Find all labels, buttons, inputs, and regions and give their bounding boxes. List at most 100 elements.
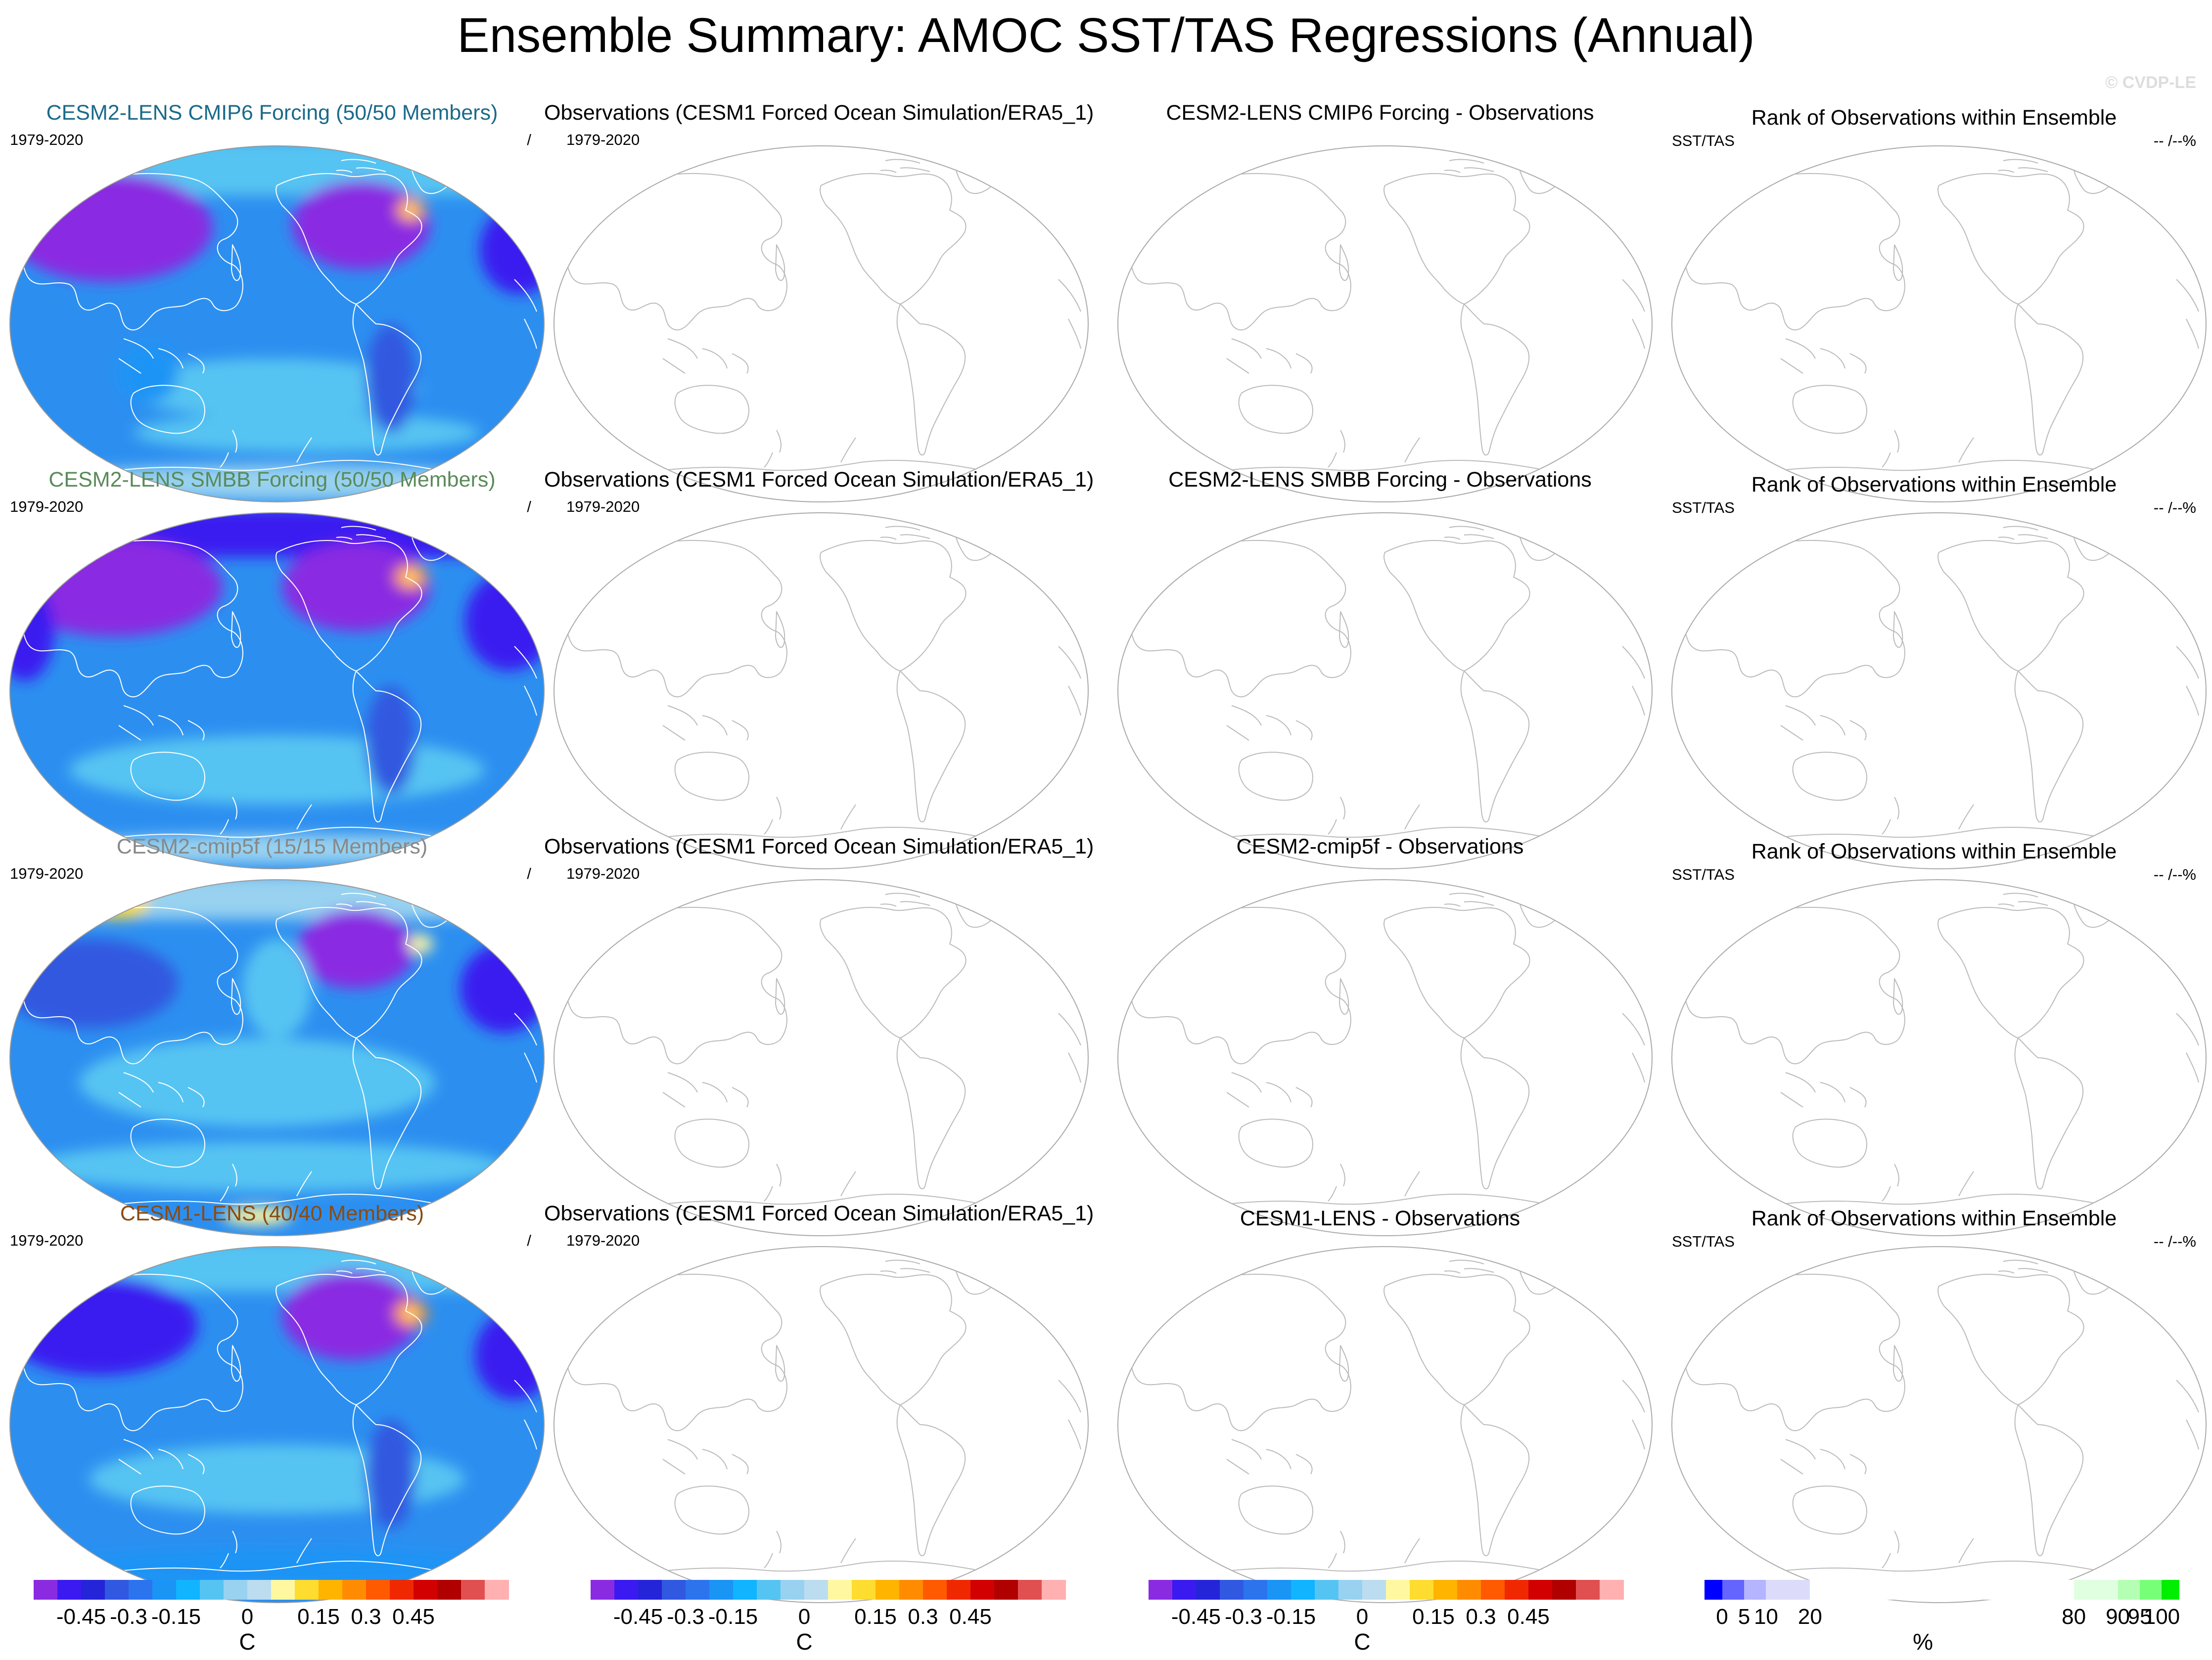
regression-colorbar-strip xyxy=(34,1580,509,1600)
colorbar-swatch xyxy=(390,1580,414,1600)
rank-percent-label: -- /--% xyxy=(2153,132,2196,149)
panel-rank-row-2: Rank of Observations within Ensemble SST… xyxy=(1662,468,2207,869)
regression-colorbar-strip xyxy=(591,1580,1066,1600)
colorbar-regression-3: -0.45 -0.3 -0.15 0 0.15 0.3 0.45 C xyxy=(1149,1580,1624,1655)
rank-percent-label: -- /--% xyxy=(2153,499,2196,516)
colorbar-swatch xyxy=(1386,1580,1410,1600)
colorbar-tick-label: -0.15 xyxy=(1266,1605,1316,1629)
colorbar-swatch xyxy=(295,1580,319,1600)
colorbar-swatch xyxy=(804,1580,829,1600)
colorbar-swatch xyxy=(638,1580,662,1600)
colorbar-swatch xyxy=(271,1580,295,1600)
period-label: 1979-2020 xyxy=(566,1232,640,1249)
colorbar-tick-label: 0.45 xyxy=(949,1605,992,1629)
colorbar-tick-label: 0 xyxy=(798,1605,811,1629)
colorbar-swatch xyxy=(319,1580,343,1600)
colorbar-swatch xyxy=(1315,1580,1339,1600)
colorbar-tick-label: 0.45 xyxy=(392,1605,435,1629)
colorbar-swatch xyxy=(57,1580,82,1600)
colorbar-tick-label: 100 xyxy=(2143,1605,2180,1629)
rank-map-1 xyxy=(1671,145,2207,502)
period-label: 1979-2020 xyxy=(566,498,640,515)
colorbar-tick-label: 80 xyxy=(2062,1605,2086,1629)
colorbar-swatch xyxy=(1766,1580,1810,1600)
colorbar-swatch xyxy=(34,1580,58,1600)
observations-map-2 xyxy=(553,512,1089,869)
colorbar-swatch xyxy=(1433,1580,1458,1600)
colorbar-swatch xyxy=(414,1580,438,1600)
colorbar-tick-label: 0 xyxy=(241,1605,254,1629)
colorbar-regression-2: -0.45 -0.3 -0.15 0 0.15 0.3 0.45 C xyxy=(591,1580,1066,1655)
colorbar-swatch xyxy=(1196,1580,1220,1600)
ensemble-map-1 xyxy=(9,145,545,502)
colorbar-swatch xyxy=(1149,1580,1173,1600)
panel-difference-row-3: CESM2-cmip5f - Observations xyxy=(1108,835,1653,1236)
colorbar-tick-label: 0 xyxy=(1716,1605,1728,1629)
observations-title-2: Observations (CESM1 Forced Ocean Simulat… xyxy=(544,468,1094,492)
panel-ensemble-row-3: CESM2-cmip5f (15/15 Members) 1979-2020 / xyxy=(0,835,545,1236)
panel-ensemble-row-2: CESM2-LENS SMBB Forcing (50/50 Members) … xyxy=(0,468,545,869)
observations-title-3: Observations (CESM1 Forced Ocean Simulat… xyxy=(544,835,1094,858)
colorbar-swatch xyxy=(1220,1580,1244,1600)
colorbar-swatch xyxy=(200,1580,224,1600)
colorbar-tick-label: -0.45 xyxy=(1171,1605,1221,1629)
colorbar-swatch xyxy=(1600,1580,1624,1600)
colorbar-swatch xyxy=(1552,1580,1576,1600)
colorbar-swatch xyxy=(1362,1580,1386,1600)
colorbar-swatch xyxy=(2140,1580,2162,1600)
period-label: 1979-2020 xyxy=(566,865,640,882)
colorbar-swatch xyxy=(2074,1580,2119,1600)
colorbar-tick-label: 0.3 xyxy=(351,1605,381,1629)
panel-difference-row-1: CESM2-LENS CMIP6 Forcing - Observations xyxy=(1108,101,1653,502)
observations-title-4: Observations (CESM1 Forced Ocean Simulat… xyxy=(544,1202,1094,1225)
rank-title-1: Rank of Observations within Ensemble xyxy=(1751,106,2117,130)
colorbar-swatch xyxy=(757,1580,781,1600)
colorbar-swatch xyxy=(437,1580,461,1600)
colorbar-swatch xyxy=(614,1580,639,1600)
colorbar-swatch xyxy=(342,1580,367,1600)
panel-difference-row-4: CESM1-LENS - Observations xyxy=(1108,1202,1653,1603)
colorbar-swatch xyxy=(1018,1580,1042,1600)
colorbar-tick-label: 0.3 xyxy=(1466,1605,1496,1629)
ensemble-map-4 xyxy=(9,1246,545,1603)
colorbar-swatch xyxy=(1172,1580,1197,1600)
colorbar-swatch xyxy=(1291,1580,1315,1600)
colorbar-tick-label: -0.45 xyxy=(56,1605,106,1629)
rank-title-3: Rank of Observations within Ensemble xyxy=(1751,840,2117,863)
panel-observations-row-4: Observations (CESM1 Forced Ocean Simulat… xyxy=(544,1202,1094,1603)
ensemble-title-3: CESM2-cmip5f (15/15 Members) xyxy=(116,835,428,858)
panel-observations-row-2: Observations (CESM1 Forced Ocean Simulat… xyxy=(544,468,1094,869)
colorbar-swatch xyxy=(1576,1580,1600,1600)
colorbar-tick-label: -0.45 xyxy=(613,1605,663,1629)
rank-title-4: Rank of Observations within Ensemble xyxy=(1751,1207,2117,1230)
colorbar-unit-label: % xyxy=(1913,1629,1934,1655)
colorbar-swatch xyxy=(876,1580,900,1600)
colorbar-tick-label: 0.15 xyxy=(297,1605,340,1629)
colorbar-swatch xyxy=(81,1580,105,1600)
rank-percent-label: -- /--% xyxy=(2153,1233,2196,1250)
colorbar-unit-label: C xyxy=(796,1629,813,1655)
panel-ensemble-row-4: CESM1-LENS (40/40 Members) 1979-2020 / xyxy=(0,1202,545,1603)
panel-ensemble-row-1: CESM2-LENS CMIP6 Forcing (50/50 Members)… xyxy=(0,101,545,502)
difference-title-2: CESM2-LENS SMBB Forcing - Observations xyxy=(1168,468,1592,492)
slash-label: / xyxy=(527,498,531,515)
colorbar-swatch xyxy=(105,1580,129,1600)
colorbar-swatch xyxy=(662,1580,686,1600)
colorbar-tick-label: -0.3 xyxy=(110,1605,147,1629)
ensemble-map-3 xyxy=(9,879,545,1236)
panel-rank-row-4: Rank of Observations within Ensemble SST… xyxy=(1662,1202,2207,1603)
colorbar-tick-label: -0.3 xyxy=(1225,1605,1262,1629)
difference-title-3: CESM2-cmip5f - Observations xyxy=(1236,835,1524,858)
colorbar-tick-label: 90 xyxy=(2106,1605,2130,1629)
variable-label: SST/TAS xyxy=(1672,866,1735,883)
colorbar-swatch xyxy=(1244,1580,1268,1600)
colorbar-swatch xyxy=(994,1580,1018,1600)
difference-title-1: CESM2-LENS CMIP6 Forcing - Observations xyxy=(1166,101,1594,125)
colorbar-swatch xyxy=(152,1580,177,1600)
colorbar-tick-label: -0.3 xyxy=(667,1605,704,1629)
variable-label: SST/TAS xyxy=(1672,1233,1735,1250)
observations-map-4 xyxy=(553,1246,1089,1603)
colorbar-swatch xyxy=(461,1580,485,1600)
panel-observations-row-1: Observations (CESM1 Forced Ocean Simulat… xyxy=(544,101,1094,502)
observations-map-3 xyxy=(553,879,1089,1236)
